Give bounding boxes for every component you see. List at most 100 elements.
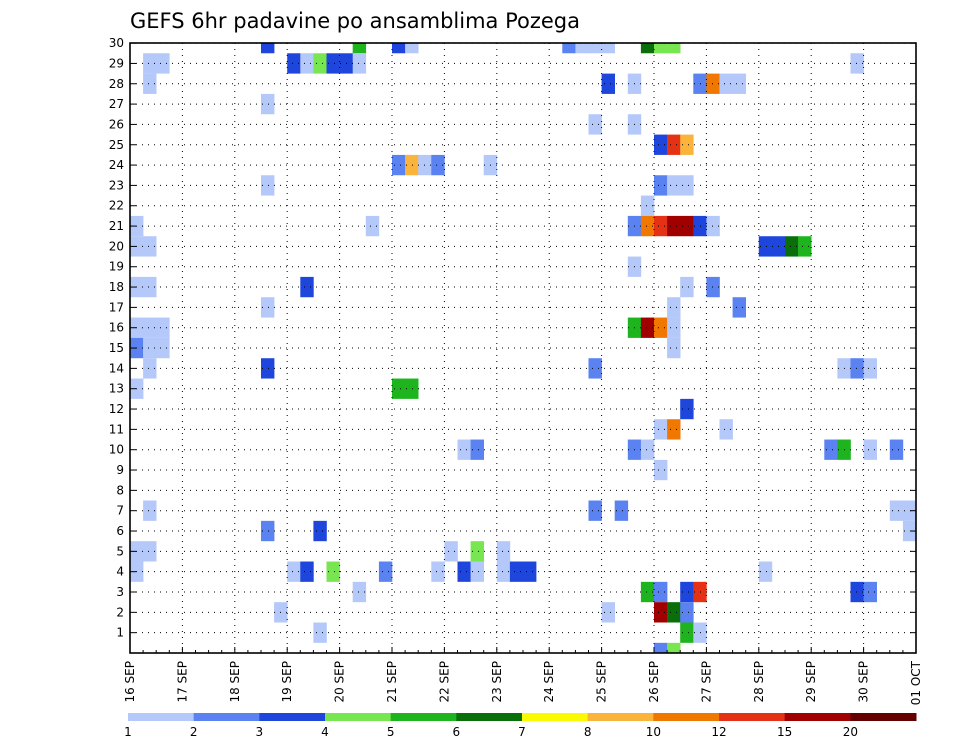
precip-cell bbox=[680, 398, 694, 420]
precip-cell bbox=[863, 581, 877, 603]
precip-cell bbox=[614, 500, 629, 521]
precip-cell bbox=[601, 73, 615, 94]
precip-cell bbox=[667, 337, 681, 359]
colorbar-swatch bbox=[587, 713, 654, 721]
precip-cell bbox=[300, 276, 314, 298]
precip-cell bbox=[261, 93, 275, 115]
precip-cell bbox=[680, 215, 694, 237]
y-tick-label: 10 bbox=[109, 443, 124, 457]
y-axis-ticks: 1234567891011121314151617181920212223242… bbox=[109, 36, 916, 640]
precip-cell bbox=[313, 53, 327, 74]
precip-cell bbox=[352, 43, 367, 54]
precip-cell bbox=[143, 541, 157, 562]
precip-cell bbox=[444, 541, 458, 562]
y-tick-label: 1 bbox=[116, 626, 124, 640]
colorbar-swatch bbox=[456, 713, 523, 721]
colorbar-swatch bbox=[128, 713, 195, 721]
precip-cell bbox=[457, 439, 471, 460]
precip-cell bbox=[470, 439, 484, 460]
x-tick-label: 26 SEP bbox=[647, 661, 661, 703]
x-tick-label: 30 SEP bbox=[857, 661, 871, 703]
precip-cell bbox=[758, 236, 773, 257]
colorbar-label: 7 bbox=[518, 725, 526, 739]
precip-cell bbox=[156, 337, 170, 359]
precip-cell bbox=[863, 439, 877, 460]
colorbar-label: 8 bbox=[584, 725, 592, 739]
precip-cell bbox=[654, 43, 668, 54]
precip-cell bbox=[143, 500, 157, 521]
x-tick-label: 24 SEP bbox=[542, 661, 556, 703]
y-tick-label: 22 bbox=[109, 199, 124, 213]
colorbar-label: 1 bbox=[124, 725, 132, 739]
heatmap-cells bbox=[130, 43, 917, 653]
precip-cell bbox=[287, 561, 301, 582]
precip-cell bbox=[719, 73, 733, 94]
precip-cell bbox=[156, 53, 170, 74]
y-tick-label: 3 bbox=[116, 585, 124, 599]
precip-cell bbox=[850, 581, 864, 603]
y-tick-label: 12 bbox=[109, 402, 124, 416]
precip-cell bbox=[680, 622, 694, 643]
precip-cell bbox=[562, 43, 576, 54]
x-tick-label: 29 SEP bbox=[804, 661, 818, 703]
precip-cell bbox=[143, 73, 157, 94]
chart-title: GEFS 6hr padavine po ansamblima Pozega bbox=[130, 9, 580, 33]
colorbar-swatch bbox=[784, 713, 851, 721]
precip-cell bbox=[352, 581, 367, 603]
y-tick-label: 5 bbox=[116, 544, 124, 558]
precip-cell bbox=[352, 53, 367, 74]
precip-cell bbox=[850, 53, 864, 74]
precip-cell bbox=[654, 134, 668, 155]
precip-cell bbox=[732, 297, 746, 318]
precip-cell bbox=[261, 43, 275, 54]
precip-cell bbox=[706, 73, 720, 94]
plot-frame bbox=[129, 42, 917, 654]
precip-cell bbox=[654, 459, 668, 481]
precip-cell bbox=[640, 195, 655, 216]
precip-cell bbox=[785, 236, 799, 257]
y-tick-label: 7 bbox=[116, 504, 124, 518]
x-tick-label: 22 SEP bbox=[437, 661, 451, 703]
x-tick-label: 21 SEP bbox=[385, 661, 399, 703]
precip-cell bbox=[667, 602, 681, 623]
precip-cell bbox=[523, 561, 537, 582]
precip-cell bbox=[313, 520, 327, 542]
precip-cell bbox=[470, 561, 484, 582]
precip-cell bbox=[654, 215, 668, 237]
precip-cell bbox=[405, 378, 419, 399]
precip-cell bbox=[261, 358, 275, 379]
precip-cell bbox=[654, 175, 668, 196]
x-tick-label: 17 SEP bbox=[175, 661, 189, 703]
precip-cell bbox=[902, 520, 917, 542]
precip-cell bbox=[732, 73, 746, 94]
y-tick-label: 4 bbox=[116, 565, 124, 579]
precip-cell bbox=[758, 561, 773, 582]
colorbar-swatch bbox=[522, 713, 589, 721]
x-tick-label: 28 SEP bbox=[752, 661, 766, 703]
precip-cell bbox=[654, 419, 668, 440]
precip-cell bbox=[680, 276, 694, 298]
y-tick-label: 29 bbox=[109, 56, 124, 70]
y-tick-label: 23 bbox=[109, 178, 124, 192]
colorbar-swatch bbox=[193, 713, 260, 721]
x-tick-label: 25 SEP bbox=[595, 661, 609, 703]
grid-lines bbox=[129, 42, 917, 653]
precip-cell bbox=[667, 317, 681, 338]
y-tick-label: 21 bbox=[109, 219, 124, 233]
colorbar-label: 10 bbox=[646, 725, 661, 739]
x-tick-label: 16 SEP bbox=[123, 661, 137, 703]
precip-cell bbox=[392, 43, 406, 54]
y-tick-label: 16 bbox=[109, 321, 124, 335]
precip-cell bbox=[300, 53, 314, 74]
y-tick-label: 24 bbox=[109, 158, 124, 172]
precip-cell bbox=[680, 175, 694, 196]
precip-cell bbox=[667, 419, 681, 440]
precip-cell bbox=[457, 561, 471, 582]
precip-cell bbox=[143, 276, 157, 298]
x-axis-ticks: 16 SEP 17 SEP 18 SEP 19 SEP 20 SEP 21 SEP 22 S… bbox=[123, 647, 923, 705]
precip-cell bbox=[405, 154, 419, 176]
x-tick-label: 27 SEP bbox=[699, 661, 713, 703]
precip-cell bbox=[798, 236, 812, 257]
precip-cell bbox=[680, 134, 694, 155]
